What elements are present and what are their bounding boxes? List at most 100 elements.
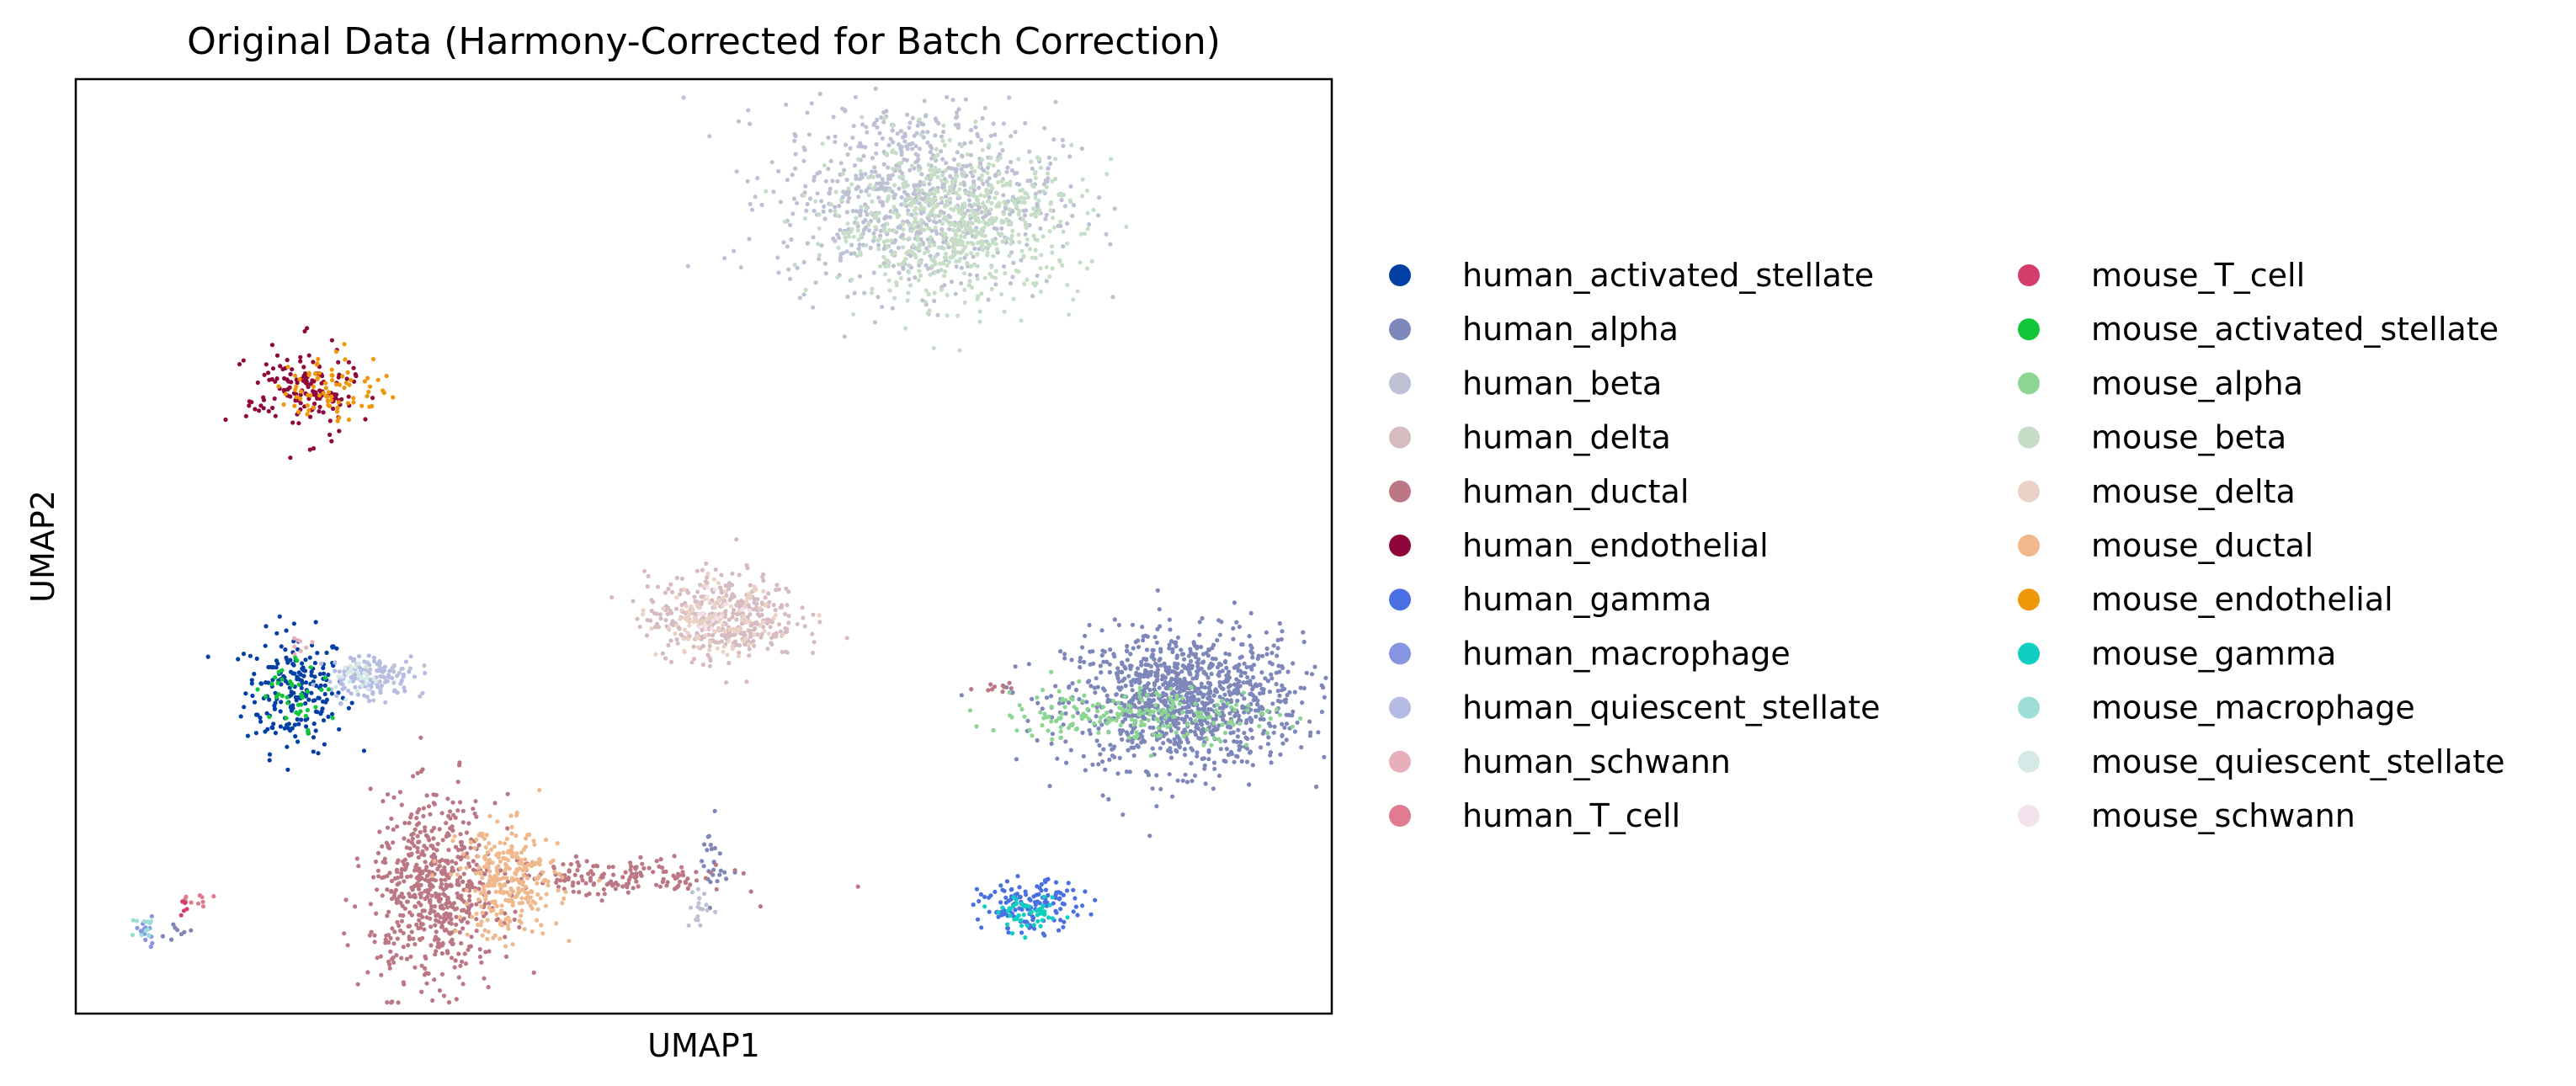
data-point <box>1100 793 1105 798</box>
data-point <box>884 215 889 220</box>
data-point <box>961 163 966 168</box>
data-point <box>1011 260 1016 265</box>
data-point <box>699 602 704 607</box>
data-point <box>424 915 429 920</box>
data-point <box>319 381 324 386</box>
data-point <box>1245 708 1250 713</box>
data-point <box>991 240 996 245</box>
data-point <box>424 865 429 870</box>
data-point <box>1088 649 1093 654</box>
data-point <box>417 877 422 882</box>
data-point <box>847 234 852 239</box>
data-point <box>1137 679 1142 684</box>
data-point <box>968 190 973 195</box>
data-point <box>708 880 713 885</box>
data-point <box>326 687 332 692</box>
data-point <box>318 711 323 716</box>
data-point <box>946 226 951 232</box>
data-point <box>754 605 759 610</box>
data-point <box>444 912 449 917</box>
data-point <box>873 86 878 91</box>
data-point <box>1277 712 1283 717</box>
data-point <box>833 134 838 139</box>
data-point <box>1050 266 1055 271</box>
data-point <box>385 1000 390 1005</box>
series-mouse-alpha <box>967 669 1303 759</box>
data-point <box>1261 687 1266 692</box>
data-point <box>884 109 889 114</box>
data-point <box>858 208 864 213</box>
data-point <box>354 856 359 861</box>
data-point <box>1260 690 1266 695</box>
data-point <box>1201 756 1206 761</box>
data-point <box>1314 784 1319 790</box>
data-point <box>389 878 395 884</box>
data-point <box>1036 199 1041 204</box>
data-point <box>1266 721 1272 727</box>
data-point <box>905 298 910 303</box>
data-point <box>1013 664 1018 669</box>
data-point <box>1139 659 1144 664</box>
data-point <box>1152 752 1157 757</box>
data-point <box>505 879 510 884</box>
data-point <box>423 825 428 830</box>
data-point <box>801 145 806 150</box>
data-point <box>913 211 919 216</box>
data-point <box>950 244 955 249</box>
data-point <box>968 264 973 269</box>
data-point <box>1036 210 1041 216</box>
data-point <box>1216 737 1221 742</box>
data-point <box>285 386 290 391</box>
data-point <box>905 112 910 117</box>
data-point <box>1275 646 1280 651</box>
data-point <box>268 664 273 669</box>
data-point <box>924 200 929 205</box>
data-point <box>1163 710 1168 715</box>
data-point <box>444 927 449 932</box>
data-point <box>1055 756 1060 761</box>
data-point <box>552 870 557 875</box>
data-point <box>712 601 717 606</box>
data-point <box>479 919 484 924</box>
data-point <box>1049 200 1054 205</box>
data-point <box>299 702 304 707</box>
data-point <box>743 636 749 641</box>
data-point <box>1227 711 1232 716</box>
data-point <box>885 244 890 249</box>
data-point <box>1228 683 1233 688</box>
data-point <box>385 887 390 892</box>
data-point <box>1177 677 1182 683</box>
data-point <box>956 258 961 264</box>
data-point <box>1248 679 1253 684</box>
data-point <box>776 587 782 592</box>
data-point <box>399 870 404 876</box>
data-point <box>460 982 466 987</box>
data-point <box>716 580 721 586</box>
data-point <box>766 617 771 623</box>
data-point <box>991 727 996 733</box>
data-point <box>1075 913 1080 918</box>
data-point <box>1110 295 1115 300</box>
data-point <box>1257 682 1263 688</box>
data-point <box>828 208 833 213</box>
data-point <box>946 190 951 196</box>
data-point <box>737 650 742 655</box>
data-point <box>926 162 931 168</box>
data-point <box>1195 697 1200 703</box>
data-point <box>1119 711 1124 716</box>
data-point <box>381 875 386 880</box>
data-point <box>419 963 424 968</box>
data-point <box>722 629 728 635</box>
data-point <box>291 663 296 668</box>
data-point <box>1197 632 1202 637</box>
data-point <box>1019 930 1025 935</box>
data-point <box>856 246 861 251</box>
data-point <box>736 599 741 604</box>
data-point <box>745 596 750 601</box>
data-point <box>641 865 647 871</box>
data-point <box>285 744 290 749</box>
data-point <box>462 951 467 956</box>
data-point <box>1161 741 1166 746</box>
data-point <box>737 572 742 578</box>
data-point <box>271 721 276 727</box>
